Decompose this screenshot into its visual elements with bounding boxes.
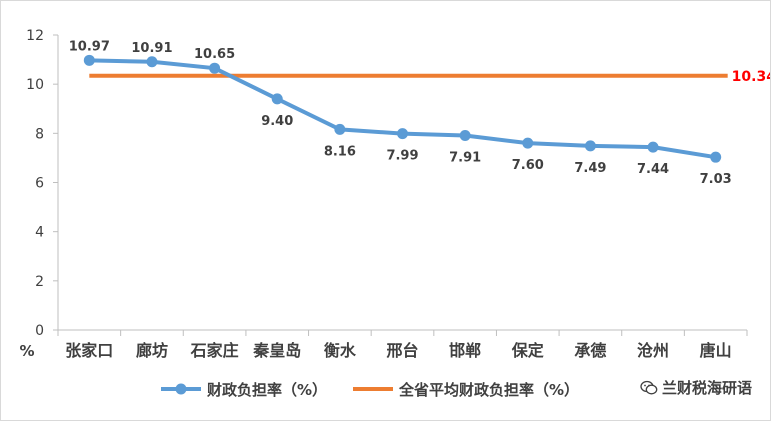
data-point <box>334 123 346 135</box>
legend-label-fiscal-burden: 财政负担率（%） <box>207 381 327 399</box>
legend-marker-fiscal-burden <box>175 383 187 395</box>
x-category-label: 邯郸 <box>449 341 481 360</box>
y-tick-label: 6 <box>35 176 44 192</box>
y-tick-label: 2 <box>35 274 44 290</box>
x-category-label: 衡水 <box>324 341 357 360</box>
data-point <box>584 140 596 152</box>
data-label: 7.99 <box>386 149 418 164</box>
data-point <box>397 128 408 140</box>
data-label: 10.91 <box>131 41 172 56</box>
legend-label-provincial-average: 全省平均财政负担率（%） <box>398 381 579 399</box>
x-category-label: 石家庄 <box>190 341 239 360</box>
y-tick-label: 8 <box>35 126 44 142</box>
data-point <box>271 93 283 105</box>
x-category-label: 邢台 <box>385 341 418 360</box>
watermark: 兰财税海研语 <box>640 377 752 398</box>
data-point <box>710 151 722 163</box>
data-label: 10.97 <box>69 39 110 54</box>
y-unit-label: % <box>19 342 34 360</box>
x-category-label: 保定 <box>511 341 544 360</box>
data-point <box>146 56 158 68</box>
average-value-label: 10.34 <box>732 69 770 85</box>
data-label: 7.03 <box>700 172 732 187</box>
data-label: 10.65 <box>194 47 235 62</box>
wechat-icon <box>640 380 658 396</box>
y-tick-label: 4 <box>35 225 44 241</box>
x-category-label: 唐山 <box>700 341 732 360</box>
legend: 财政负担率（%） 全省平均财政负担率（%） <box>161 381 579 399</box>
x-category-label: 张家口 <box>65 341 113 360</box>
x-category-label: 廊坊 <box>136 341 168 360</box>
data-point <box>522 137 534 149</box>
data-label: 7.44 <box>637 162 669 177</box>
y-tick-label: 10 <box>26 77 44 93</box>
data-point <box>459 130 471 142</box>
data-label: 7.91 <box>449 151 481 166</box>
y-tick-label: 12 <box>26 28 44 44</box>
data-label: 9.40 <box>261 114 293 129</box>
data-label: 7.60 <box>512 158 544 173</box>
data-label: 8.16 <box>324 144 356 159</box>
y-tick-label: 0 <box>35 323 44 339</box>
x-category-label: 沧州 <box>637 341 669 360</box>
x-category-label: 承德 <box>574 341 606 360</box>
data-point <box>647 141 659 153</box>
x-category-label: 秦皇岛 <box>252 341 301 360</box>
data-point <box>209 62 221 74</box>
watermark-text: 兰财税海研语 <box>661 379 752 397</box>
data-point <box>83 54 95 66</box>
data-label: 7.49 <box>574 161 606 176</box>
